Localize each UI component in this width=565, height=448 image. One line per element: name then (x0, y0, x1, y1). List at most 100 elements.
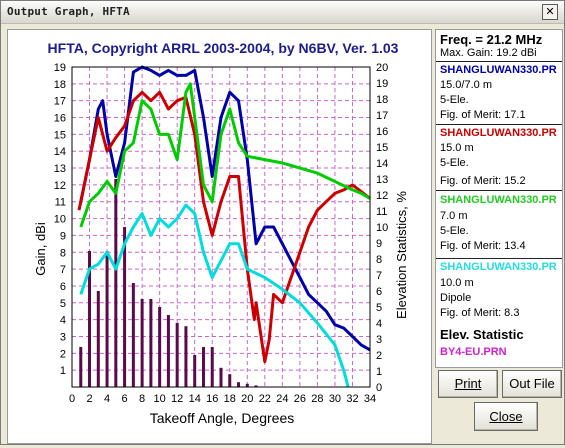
elevation-bar (254, 385, 258, 387)
y2-tick-label: 18 (376, 94, 388, 106)
antenna-2-merit: Fig. of Merit: 15.2 (440, 175, 526, 187)
antenna-3-file: SHANGLUWAN330.PR (440, 194, 557, 206)
antenna-4-merit: Fig. of Merit: 8.3 (440, 307, 520, 319)
elevation-bar (219, 367, 223, 387)
x-tick-label: 8 (139, 393, 145, 405)
y-tick-label: 13 (54, 163, 66, 175)
y-tick-label: 18 (54, 79, 66, 91)
x-tick-label: 30 (329, 393, 341, 405)
y2-tick-label: 12 (376, 190, 388, 202)
x-tick-label: 14 (189, 393, 201, 405)
y2-tick-label: 4 (376, 318, 382, 330)
elevation-bar (96, 291, 100, 387)
elevation-statistic-title: Elev. Statistic (440, 327, 524, 342)
x-tick-label: 12 (171, 393, 183, 405)
y-tick-label: 6 (60, 281, 66, 293)
max-gain-label: Max. Gain: 19.2 dBi (440, 47, 537, 59)
title-bar[interactable]: Output Graph, HFTA ✕ (1, 1, 564, 24)
y2-tick-label: 0 (376, 382, 382, 394)
antenna-2-height: 15.0 m (440, 142, 474, 154)
axes: 0 2 4 6 8 10 12 14 16 18 20 22 24 26 28 30 32 34123456789… (54, 62, 389, 405)
elevation-bar (140, 299, 144, 387)
x-tick-label: 24 (276, 393, 288, 405)
elevation-statistic-file: BY4-EU.PRN (440, 346, 507, 358)
elevation-bar (210, 347, 214, 387)
y2-tick-label: 11 (376, 206, 387, 218)
y2-tick-label: 5 (376, 302, 382, 314)
elevation-bar (166, 315, 170, 387)
elevation-bar (114, 179, 118, 387)
divider (436, 258, 562, 259)
elevation-bars (79, 179, 258, 387)
antenna-4-file: SHANGLUWAN330.PR (440, 261, 557, 273)
series-line-2 (77, 90, 371, 364)
y-tick-label: 15 (54, 129, 66, 141)
antenna-1-type: 5-Ele. (440, 94, 469, 106)
divider (436, 190, 562, 191)
y-tick-label: 14 (54, 146, 66, 158)
series-line-3 (79, 82, 371, 228)
y2-tick-label: 10 (376, 222, 388, 234)
chart-title: HFTA, Copyright ARRL 2003-2004, by N6BV,… (48, 40, 399, 56)
elevation-bar (158, 307, 162, 387)
y2-tick-label: 2 (376, 350, 382, 362)
y2-tick-label: 6 (376, 286, 382, 298)
y-tick-label: 16 (54, 113, 66, 125)
elevation-bar (88, 251, 92, 387)
y-tick-label: 8 (60, 247, 66, 259)
print-button[interactable]: Print (438, 370, 498, 398)
elevation-bar (228, 374, 232, 387)
antenna-2-file: SHANGLUWAN330.PR (440, 127, 557, 139)
y-tick-label: 7 (60, 264, 66, 276)
elevation-bar (245, 383, 249, 387)
frequency-label: Freq. = 21.2 MHz (440, 32, 543, 47)
y2-tick-label: 14 (376, 158, 388, 170)
x-tick-label: 16 (206, 393, 218, 405)
y2-tick-label: 7 (376, 270, 382, 282)
y-tick-label: 9 (60, 230, 66, 242)
x-tick-label: 28 (311, 393, 323, 405)
out-file-button[interactable]: Out File (502, 370, 562, 398)
x-tick-label: 10 (154, 393, 166, 405)
close-button[interactable]: Close (474, 402, 538, 431)
elevation-bar (237, 382, 241, 387)
elevation-bar (105, 251, 109, 387)
x-tick-label: 22 (259, 393, 271, 405)
y2-tick-label: 1 (376, 366, 382, 378)
close-icon[interactable]: ✕ (542, 4, 558, 20)
close-button-label: Close (489, 409, 523, 424)
plot-frame (71, 66, 371, 388)
antenna-4-type: Dipole (440, 292, 472, 304)
x-tick-label: 34 (364, 393, 376, 405)
antenna-3-height: 7.0 m (440, 210, 468, 222)
gain-chart: HFTA, Copyright ARRL 2003-2004, by N6BV,… (33, 40, 409, 426)
y-tick-label: 4 (60, 315, 66, 327)
antenna-1-height: 15.0/7.0 m (440, 79, 492, 91)
y-tick-label: 10 (54, 214, 66, 226)
y-tick-label: 17 (54, 96, 66, 108)
y2-axis-label: Elevation Statistics, % (394, 191, 409, 319)
window-title: Output Graph, HFTA (7, 5, 130, 18)
y2-tick-label: 3 (376, 334, 382, 346)
y2-tick-label: 9 (376, 238, 382, 250)
elevation-bar (149, 299, 153, 387)
x-tick-label: 4 (104, 393, 110, 405)
x-tick-label: 0 (69, 393, 75, 405)
series-line-4 (79, 203, 350, 388)
x-tick-label: 2 (86, 393, 92, 405)
elevation-bar (201, 347, 205, 387)
y2-tick-label: 13 (376, 174, 388, 186)
y-tick-label: 11 (55, 197, 66, 209)
y2-tick-label: 8 (376, 254, 382, 266)
divider (436, 61, 562, 62)
y-tick-label: 3 (60, 331, 66, 343)
y2-tick-label: 19 (376, 78, 388, 90)
y2-tick-label: 15 (376, 142, 388, 154)
y-tick-label: 5 (60, 298, 66, 310)
elevation-bar (184, 326, 188, 387)
elevation-bar (193, 355, 197, 387)
elevation-bar (79, 347, 83, 387)
y2-tick-label: 20 (376, 62, 388, 74)
x-axis-label: Takeoff Angle, Degrees (150, 410, 295, 426)
x-tick-label: 26 (294, 393, 306, 405)
